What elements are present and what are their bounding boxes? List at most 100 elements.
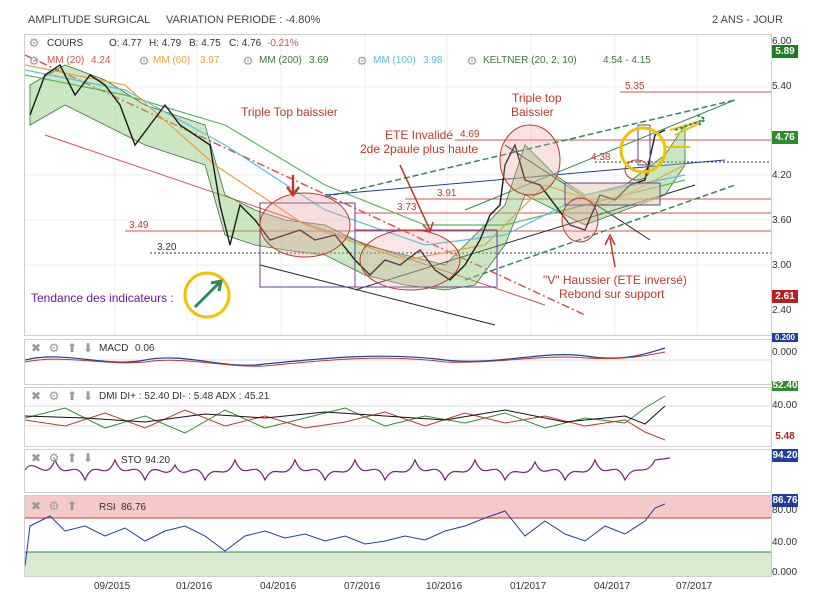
up-arrow-icon[interactable]: ⬆ (66, 341, 78, 355)
level-label-535: 5.35 (625, 81, 645, 92)
macd-badge: 0.200 (772, 333, 798, 342)
quote-open: O: 4.77 (109, 38, 142, 49)
quote-cours: COURS (47, 38, 84, 49)
quote-low: B: 4.75 (189, 38, 221, 49)
rsi-value: 86.76 (121, 502, 147, 513)
macd-panel[interactable]: ✖ ⚙ ⬆ ⬇ MACD 0.06 (24, 339, 772, 385)
settings-icon[interactable]: ⚙ (48, 451, 60, 465)
annotation-triple-top-2a: Triple top (512, 91, 562, 105)
overlay-mm200-value: 3.69 (309, 55, 329, 66)
down-arrow-icon[interactable]: ⬇ (82, 389, 94, 403)
x-tick-012017: 01/2017 (510, 581, 547, 592)
overlay-mm100-value: 3.98 (423, 55, 443, 66)
overlay-keltner-name: KELTNER (20, 2, 10) (483, 55, 577, 66)
annotation-ete-2: 2de 2paule plus haute (360, 142, 479, 156)
settings-icon[interactable]: ⚙ (48, 341, 60, 355)
close-icon[interactable]: ✖ (30, 341, 42, 355)
annotation-v-1: "V" Haussier (ETE inversé) (543, 273, 687, 287)
level-label-391: 3.91 (437, 188, 457, 199)
macd-svg (25, 347, 771, 367)
settings-icon[interactable]: ⚙ (466, 54, 478, 68)
sto-svg (25, 457, 671, 482)
chart-title: AMPLITUDE SURGICAL (28, 14, 151, 26)
annotation-triple-top-2b: Baissier (511, 105, 554, 119)
quote-change: -0.21% (267, 38, 299, 49)
annotation-v-2: Rebond sur support (559, 287, 665, 301)
overlay-mm60-name: MM (60) (153, 55, 191, 66)
overlay-mm60-value: 3.97 (200, 55, 220, 66)
settings-icon[interactable]: ⚙ (242, 54, 254, 68)
rsi-badge: 86.76 (772, 494, 798, 507)
level-label-373: 3.73 (397, 202, 417, 213)
down-arrow-icon[interactable]: ⬇ (82, 451, 94, 465)
dmi-label: DMI DI+ : 52.40 DI- : 5.48 ADX : 45.21 (99, 391, 270, 402)
up-arrow-icon[interactable]: ⬆ (66, 499, 78, 513)
level-label-469: 4.69 (460, 129, 480, 140)
price-panel[interactable]: ⚙ COURS O: 4.77 H: 4.79 B: 4.75 C: 4.76 … (24, 34, 772, 336)
settings-icon[interactable]: ⚙ (356, 54, 368, 68)
annotation-triple-top-1: Triple Top baissier (241, 105, 338, 119)
dmi-svg (25, 395, 771, 441)
trend-circle (183, 271, 231, 319)
dmi-badge-top: 52.40 (772, 380, 798, 391)
rsi-axis-40: 40.00 (772, 537, 798, 548)
rsi-panel[interactable]: ✖ ⚙ ⬆ RSI 86.76 (24, 495, 772, 577)
price-chart-svg (25, 35, 771, 335)
period-label[interactable]: 2 ANS - JOUR (712, 14, 783, 26)
sto-badge: 94.20 (772, 449, 798, 462)
dmi-axis-40: 40.00 (772, 400, 798, 411)
settings-icon[interactable]: ⚙ (28, 54, 40, 68)
close-icon[interactable]: ✖ (30, 451, 42, 465)
price-axis-240: 2.40 (772, 305, 792, 316)
price-axis-300: 3.00 (772, 260, 792, 271)
annotation-ete-1: ETE Invalidé (385, 128, 454, 142)
quote-high: H: 4.79 (149, 38, 182, 49)
sto-panel[interactable]: ✖ ⚙ ⬆ ⬇ STO 94.20 (24, 449, 772, 493)
price-axis-360: 3.60 (772, 215, 792, 226)
overlay-keltner-value: 4.54 - 4.15 (603, 55, 651, 66)
settings-icon[interactable]: ⚙ (48, 499, 60, 513)
price-axis-600: 6.00 (772, 36, 792, 47)
overlay-mm20-name: MM (20) (47, 55, 85, 66)
level-label-349: 3.49 (129, 220, 149, 231)
x-tick-042016: 04/2016 (260, 581, 297, 592)
level-label-320: 3.20 (157, 242, 177, 253)
x-tick-072017: 07/2017 (676, 581, 713, 592)
quote-close: C: 4.76 (229, 38, 262, 49)
dmi-panel[interactable]: ✖ ⚙ ⬆ ⬇ DMI DI+ : 52.40 DI- : 5.48 ADX :… (24, 387, 772, 447)
macd-value: 0.06 (135, 343, 155, 354)
price-axis-540: 5.40 (772, 81, 792, 92)
overlay-mm200-name: MM (200) (259, 55, 302, 66)
variation-label: VARIATION PERIODE : -4.80% (166, 14, 321, 26)
settings-icon[interactable]: ⚙ (138, 54, 150, 68)
keltner-band (29, 64, 686, 291)
sto-value: 94.20 (145, 455, 171, 466)
down-arrow-icon[interactable]: ⬇ (82, 341, 94, 355)
rsi-label: RSI (99, 502, 116, 513)
annotation-indicators: Tendance des indicateurs : (31, 291, 174, 305)
overlay-mm100-name: MM (100) (373, 55, 416, 66)
close-icon[interactable]: ✖ (30, 499, 42, 513)
x-tick-092015: 09/2015 (94, 581, 131, 592)
price-badge-bottom: 2.61 (772, 290, 798, 303)
settings-icon[interactable]: ⚙ (48, 389, 60, 403)
price-axis-420: 4.20 (772, 170, 792, 181)
overlay-mm20-value: 4.24 (91, 55, 111, 66)
rsi-axis-80: 80.00 (772, 505, 798, 516)
x-tick-102016: 10/2016 (426, 581, 463, 592)
price-badge-top: 5.89 (772, 45, 798, 58)
rsi-svg (25, 496, 771, 576)
sto-label: STO (121, 455, 142, 466)
x-tick-072016: 07/2016 (344, 581, 381, 592)
x-tick-012016: 01/2016 (176, 581, 213, 592)
rsi-axis-0: 0.000 (772, 567, 798, 578)
macd-axis-zero: 0.000 (772, 347, 798, 358)
dmi-badge-low: 5.48 (772, 430, 798, 443)
macd-label: MACD (99, 343, 129, 354)
x-tick-042017: 04/2017 (594, 581, 631, 592)
up-arrow-icon[interactable]: ⬆ (66, 451, 78, 465)
close-icon[interactable]: ✖ (30, 389, 42, 403)
up-arrow-icon[interactable]: ⬆ (66, 389, 78, 403)
level-label-438: 4.38 (591, 152, 611, 163)
settings-icon[interactable]: ⚙ (28, 36, 40, 50)
